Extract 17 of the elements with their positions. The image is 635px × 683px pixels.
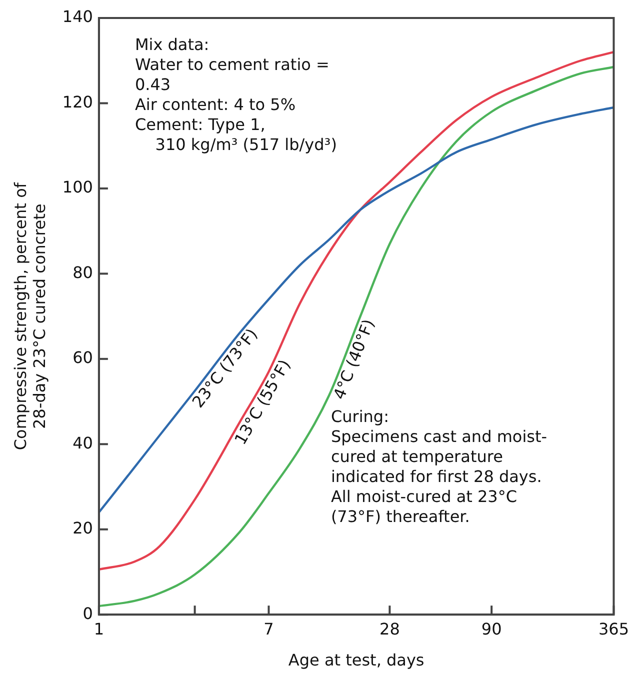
y-tick-label: 140 [62,7,93,26]
x-axis-title: Age at test, days [288,650,424,670]
x-tick-label: 28 [380,619,400,638]
y-tick-label: 60 [72,348,93,368]
x-tick-label: 90 [481,619,502,638]
y-tick-label: 120 [62,92,93,112]
x-tick-label: 7 [264,619,274,638]
y-tick-label: 20 [72,518,93,538]
y-tick-label: 40 [72,433,93,452]
annotation: Curing: Specimens cast and moist- cured at temperature indicated for first 28 days. All moist-cured at 23°C (73°F) thereafter. [330,407,548,526]
y-tick-label: 80 [72,262,93,282]
y-tick-label: 0 [82,604,93,623]
y-axis-title: Compressive strength, percent of 28-day 23°C cured concrete [10,182,49,450]
y-tick-label: 100 [62,178,93,197]
annotation: Mix data: Water to cement ratio = 0.43 Air content: 4 to 5% Cement: Type 1, 310 kg/m³ (517 lb/yd³) [134,35,337,154]
x-tick-label: 365 [598,619,630,638]
x-tick-label: 1 [94,619,104,638]
